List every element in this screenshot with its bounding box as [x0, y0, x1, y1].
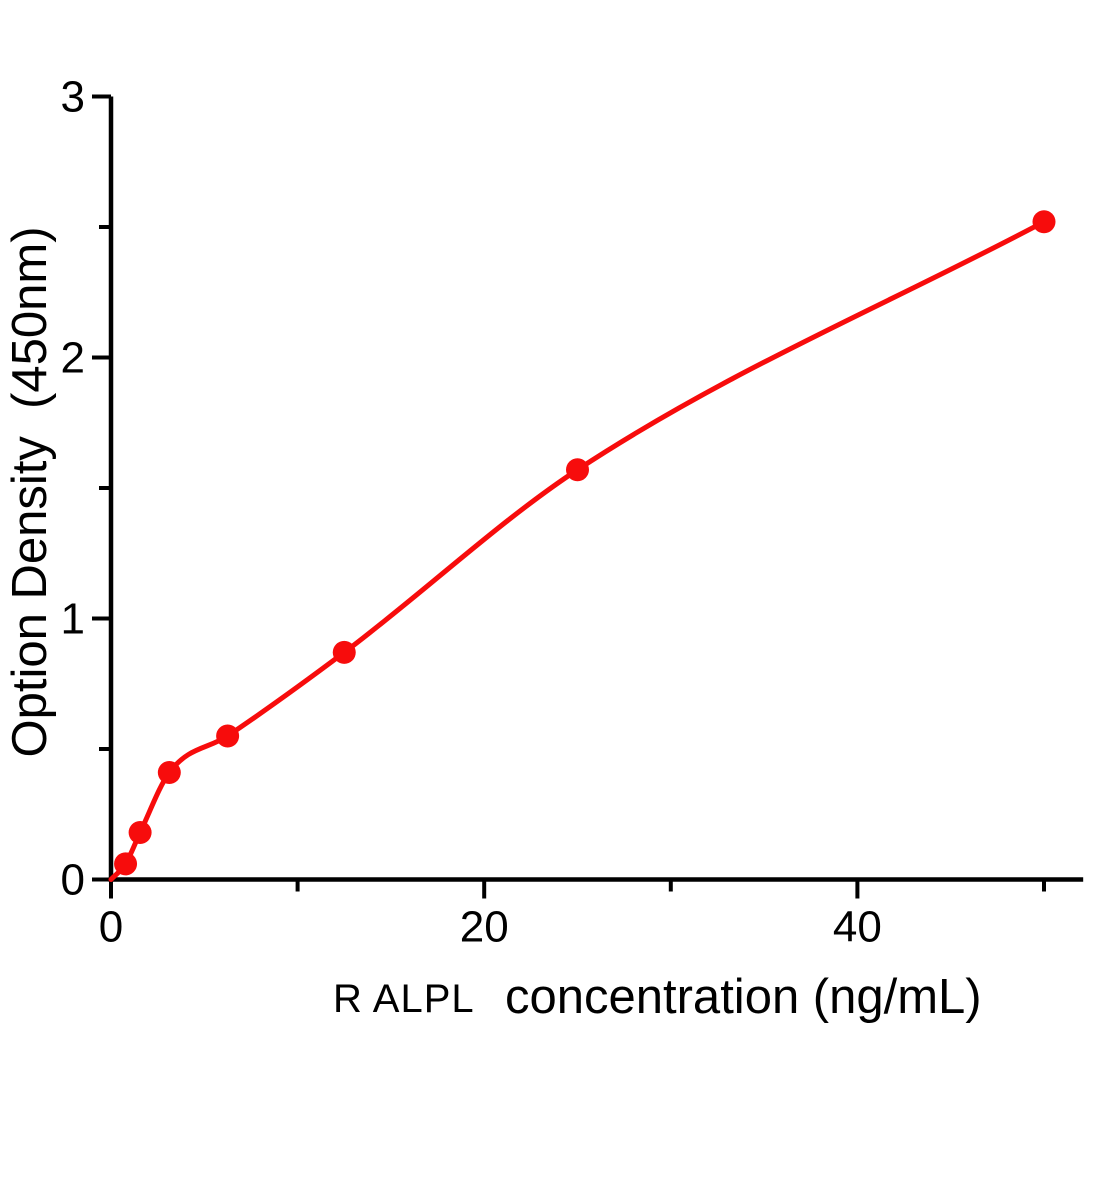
fitted-curve-line — [108, 219, 1047, 882]
data-point — [1032, 210, 1056, 234]
y-tick-label: 0 — [61, 856, 85, 905]
axes — [108, 96, 1084, 882]
y-axis-title: Option Density (450nm) — [3, 226, 57, 757]
data-point — [216, 724, 240, 748]
x-tick-label: 0 — [99, 903, 123, 952]
y-tick-label: 2 — [61, 334, 85, 383]
axis-tick-labels: 0 20 40 0 1 2 3 — [61, 73, 882, 952]
data-point — [566, 458, 589, 482]
data-point — [114, 852, 138, 876]
y-tick-label: 1 — [61, 595, 85, 644]
data-points — [114, 210, 1056, 876]
x-axis-title: concentration (ng/mL) — [505, 970, 982, 1024]
data-point — [157, 760, 181, 784]
y-tick-label: 3 — [61, 73, 85, 122]
x-tick-label: 40 — [833, 903, 882, 952]
x-tick-label: 20 — [460, 903, 509, 952]
x-axis-title-prefix: R ALPL — [333, 977, 475, 1021]
data-point — [128, 821, 152, 845]
axis-ticks — [92, 94, 1046, 899]
data-point — [332, 640, 356, 664]
